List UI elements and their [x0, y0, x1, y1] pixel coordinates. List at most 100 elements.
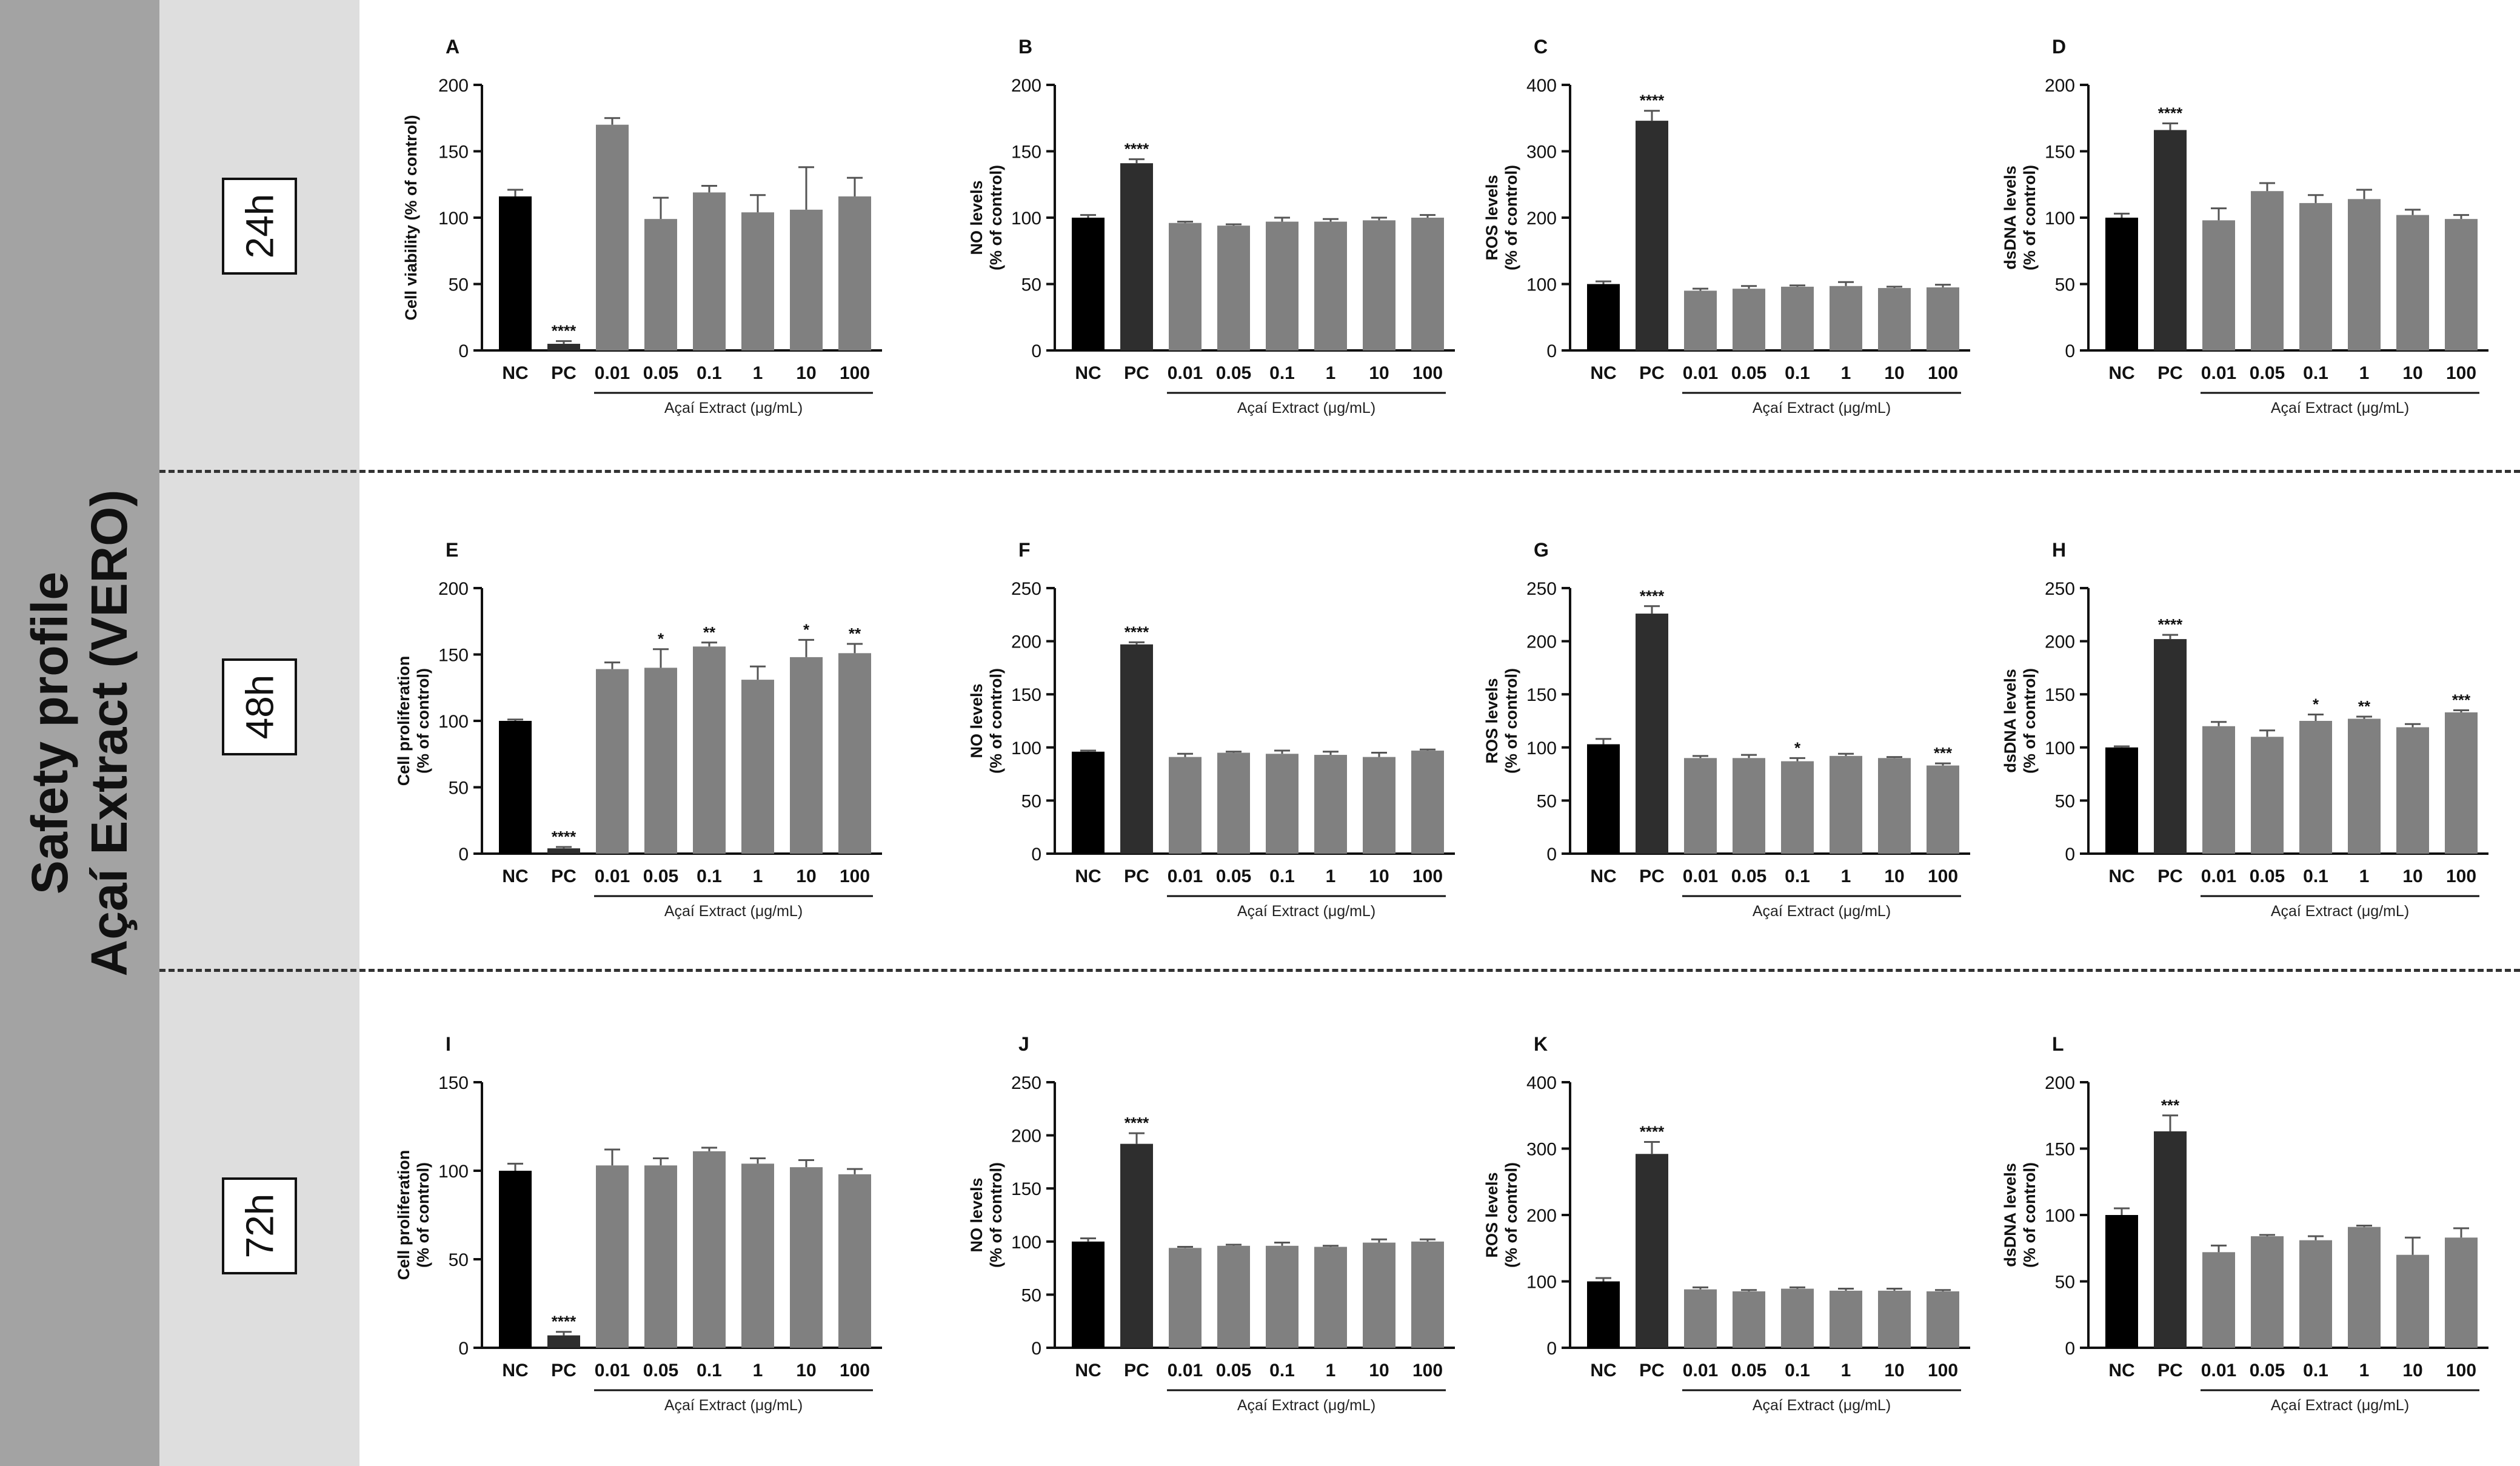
bar-1: [1314, 1247, 1347, 1348]
y-tick-label: 0: [458, 341, 469, 361]
bar-10: [1878, 758, 1911, 854]
bar-100: [2445, 1237, 2478, 1348]
y-tick-label: 200: [438, 579, 469, 599]
bar-100: [1927, 765, 1959, 854]
y-tick-label: 50: [1021, 791, 1041, 811]
y-tick-label: 200: [1011, 632, 1041, 652]
bar-10: [2396, 727, 2429, 854]
bar-100: [1411, 751, 1444, 854]
x-tick-label: 10: [1884, 1361, 1904, 1381]
bar-nc: [1072, 218, 1105, 350]
y-tick-label: 150: [438, 646, 469, 666]
x-tick-label: 100: [1928, 1361, 1958, 1381]
significance-label: *: [2313, 695, 2319, 713]
x-tick-label: PC: [1639, 866, 1665, 886]
x-tick-label: 1: [753, 1361, 763, 1381]
x-tick-label: 1: [1841, 1361, 1851, 1381]
bar-10: [1363, 220, 1395, 350]
significance-label: *: [658, 630, 664, 648]
significance-label: ****: [552, 1313, 577, 1331]
bar-0.01: [2202, 726, 2235, 854]
significance-label: ***: [1934, 744, 1953, 762]
y-axis-label-line: ROS levels: [1483, 678, 1501, 763]
bar-1: [1830, 755, 1862, 854]
y-tick-label: 200: [2045, 1073, 2075, 1093]
y-tick-label: 0: [1546, 845, 1557, 865]
y-tick-label: 0: [1031, 341, 1041, 361]
y-tick-label: 200: [438, 76, 469, 96]
bar-nc: [499, 196, 532, 350]
x-tick-label: 0.05: [2250, 363, 2285, 383]
y-axis-label-line: (% of control): [414, 668, 432, 774]
bar-0.01: [596, 1165, 629, 1348]
bar-1: [1314, 755, 1347, 854]
x-tick-label: 0.05: [643, 1361, 678, 1381]
bar-0.01: [1169, 757, 1202, 854]
significance-label: ****: [1640, 1123, 1665, 1141]
bar-0.01: [1169, 1248, 1202, 1348]
group-label: Açaí Extract (μg/mL): [2271, 1397, 2409, 1414]
bar-0.01: [1684, 290, 1717, 350]
x-tick-label: 0.05: [1731, 363, 1766, 383]
bar-nc: [1587, 284, 1620, 350]
x-tick-label: 0.01: [595, 866, 630, 886]
bar-0.05: [2251, 737, 2284, 854]
x-tick-label: 10: [796, 1361, 816, 1381]
x-tick-label: PC: [2157, 866, 2183, 886]
x-tick-label: 100: [2446, 866, 2476, 886]
x-tick-label: 0.01: [2201, 1361, 2236, 1381]
panel-letter: I: [446, 1033, 451, 1055]
y-tick-label: 0: [1031, 845, 1041, 865]
y-axis-label-line: (% of control): [414, 1162, 432, 1268]
bar-10: [1363, 1242, 1395, 1348]
y-axis-label: Cell viability (% of control): [402, 115, 420, 320]
x-tick-label: NC: [502, 363, 528, 383]
y-tick-label: 50: [2055, 275, 2075, 295]
x-tick-label: 100: [2446, 1361, 2476, 1381]
bar-pc: [547, 1335, 580, 1348]
x-tick-label: 0.01: [2201, 363, 2236, 383]
y-axis-label-line: (% of control): [2020, 165, 2039, 270]
x-tick-label: 0.05: [1216, 866, 1251, 886]
bar-0.05: [1733, 1291, 1765, 1348]
y-tick-label: 50: [1021, 275, 1041, 295]
chart-panel-b: B 0 50 100 150 200 NO levels(% of control) NC **…: [968, 36, 1455, 417]
x-tick-label: 0.1: [697, 1361, 722, 1381]
y-tick-label: 100: [438, 209, 469, 229]
bar-nc: [499, 1171, 532, 1348]
x-tick-label: PC: [551, 1361, 577, 1381]
bar-nc: [2105, 747, 2138, 854]
bar-nc: [2105, 218, 2138, 350]
y-tick-label: 200: [1526, 1206, 1557, 1226]
bar-1: [1830, 286, 1862, 350]
x-tick-label: PC: [1124, 866, 1149, 886]
y-axis-label-line: ROS levels: [1483, 175, 1501, 260]
group-label: Açaí Extract (μg/mL): [2271, 400, 2409, 417]
y-axis-label-line: (% of control): [2020, 1162, 2039, 1268]
x-tick-label: 0.05: [643, 363, 678, 383]
y-tick-label: 400: [1526, 1073, 1557, 1093]
y-axis-label-line: (% of control): [987, 165, 1005, 270]
y-tick-label: 0: [1546, 341, 1557, 361]
y-axis-label-line: Cell proliferation: [395, 656, 413, 786]
sidebar-band: Safety profile Açaí Extract (VERO): [0, 0, 159, 1466]
bar-100: [838, 1174, 871, 1348]
y-tick-label: 50: [449, 1250, 469, 1270]
y-tick-label: 200: [1526, 632, 1557, 652]
x-tick-label: 0.05: [643, 866, 678, 886]
x-tick-label: PC: [551, 363, 577, 383]
x-tick-label: 0.1: [697, 866, 722, 886]
bar-pc: [1636, 121, 1668, 350]
x-tick-label: 0.01: [595, 363, 630, 383]
y-tick-label: 250: [1011, 579, 1041, 599]
y-axis-label-line: (% of control): [2020, 668, 2039, 774]
x-tick-label: 0.05: [1216, 363, 1251, 383]
bar-nc: [499, 721, 532, 854]
bar-0.1: [693, 646, 726, 854]
bar-100: [838, 653, 871, 854]
x-tick-label: NC: [502, 866, 528, 886]
bar-1: [741, 1163, 774, 1348]
significance-label: **: [703, 623, 716, 641]
